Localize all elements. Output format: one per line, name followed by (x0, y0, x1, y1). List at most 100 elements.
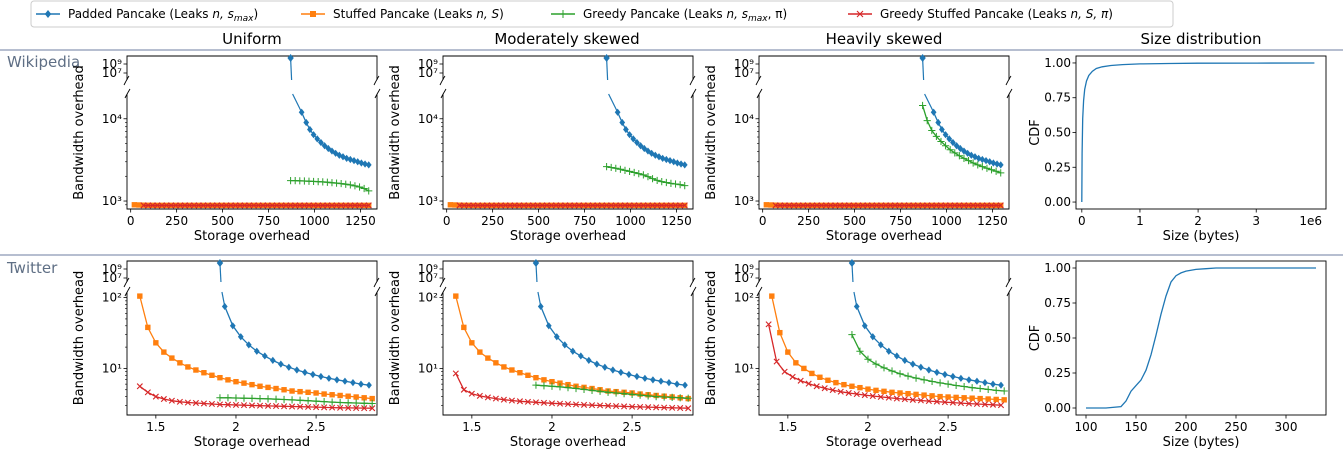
data-point (154, 202, 161, 209)
data-point (548, 382, 556, 390)
series-cdf (1086, 267, 1316, 409)
data-point (841, 381, 847, 388)
x-tick-label: 2 (548, 420, 556, 434)
data-point (620, 390, 628, 398)
data-point (184, 399, 191, 406)
data-point (795, 202, 802, 209)
data-point (225, 377, 231, 383)
data-point (818, 202, 825, 209)
data-point (964, 157, 973, 165)
data-point (465, 202, 472, 209)
data-point (662, 178, 670, 187)
data-point (988, 202, 995, 209)
data-point (509, 367, 515, 373)
data-point (781, 202, 788, 209)
data-point (992, 386, 1000, 394)
data-point (461, 202, 468, 209)
data-point (351, 182, 359, 190)
data-point (859, 202, 866, 209)
data-point (682, 381, 688, 389)
data-point (955, 152, 963, 160)
y-tick-label: 10³ (102, 194, 122, 208)
axes-frame-top (442, 55, 694, 80)
series-stuffed-pancake (453, 293, 691, 402)
data-point (950, 372, 956, 381)
data-point (813, 202, 820, 209)
data-point (849, 383, 855, 389)
data-point (950, 138, 956, 147)
data-point (785, 349, 791, 355)
axis-break-mark (440, 88, 447, 99)
data-point (342, 180, 350, 188)
data-point (185, 364, 191, 370)
data-point (648, 175, 657, 183)
data-point (264, 402, 272, 409)
series-cdf (1081, 62, 1315, 203)
data-point (557, 380, 563, 386)
legend-marker (44, 10, 52, 18)
data-point (925, 366, 932, 374)
data-point (793, 360, 799, 366)
data-point (639, 171, 647, 179)
data-point (470, 202, 477, 209)
data-point (593, 360, 600, 368)
legend-label-text: Greedy Stuffed Pancake (Leaks (880, 7, 1071, 21)
data-point (864, 355, 872, 363)
data-point (653, 404, 660, 411)
data-point (801, 365, 807, 372)
y-tick-label: 10² (418, 291, 438, 305)
data-point (453, 293, 459, 299)
data-point (261, 352, 268, 360)
axes-frame-main (758, 292, 1010, 416)
data-point (667, 179, 675, 187)
data-point (636, 391, 644, 399)
data-point (541, 377, 547, 383)
data-point (872, 360, 880, 368)
data-point (596, 402, 604, 409)
data-point (236, 202, 244, 209)
data-point (677, 202, 684, 209)
data-point (833, 379, 839, 386)
y-tick-label: 10⁷ (102, 271, 122, 285)
data-point (956, 202, 963, 209)
data-point (321, 391, 327, 397)
data-point (484, 202, 491, 209)
data-point (272, 395, 280, 403)
x-tick-label: 250 (165, 214, 188, 228)
data-point (293, 366, 300, 374)
series-padded-pancake (848, 259, 1004, 389)
data-point (269, 356, 276, 364)
data-point (572, 384, 580, 393)
x-tick-label: 500 (527, 214, 550, 228)
data-point (192, 399, 199, 407)
data-point (987, 166, 996, 174)
series-line (139, 295, 373, 400)
data-point (517, 370, 523, 376)
data-point (968, 384, 976, 392)
data-point (355, 183, 364, 191)
data-point (677, 404, 684, 412)
data-point (935, 118, 942, 127)
data-point (652, 393, 660, 401)
axes-frame (1075, 55, 1327, 210)
x-tick-label: 100 (1075, 420, 1098, 434)
data-point (1001, 397, 1007, 403)
data-point (608, 202, 615, 209)
y-tick-label: 10⁷ (734, 271, 754, 285)
data-point (158, 202, 166, 209)
data-point (640, 202, 647, 209)
data-point (604, 402, 612, 409)
data-point (841, 202, 848, 209)
data-point (772, 202, 779, 209)
data-point (827, 202, 834, 209)
data-point (621, 166, 629, 174)
series-stuffed-pancake (769, 293, 1007, 403)
data-point (914, 202, 922, 209)
data-point (580, 202, 587, 209)
data-point (825, 377, 831, 383)
data-point (333, 202, 340, 209)
data-point (313, 390, 319, 396)
data-point (223, 202, 230, 209)
data-point (233, 378, 239, 385)
